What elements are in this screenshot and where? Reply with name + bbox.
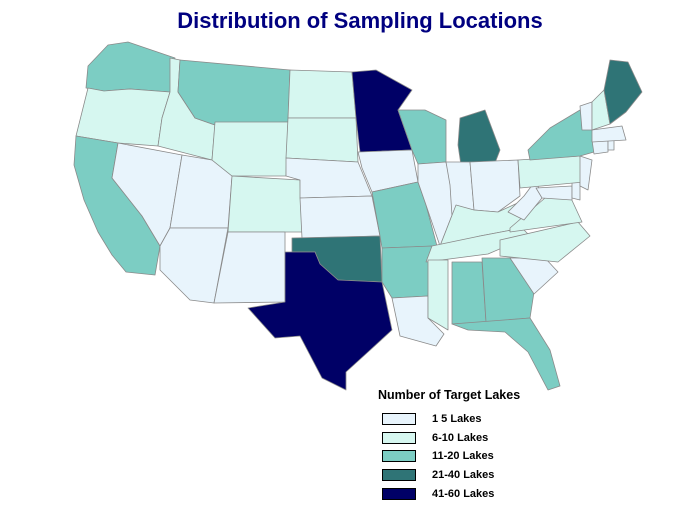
state-kansas: Kansas — [299, 195, 381, 239]
state-maine: Maine — [603, 59, 643, 125]
legend-title: Number of Target Lakes — [378, 388, 521, 402]
state-new-jersey: New Jersey — [579, 155, 593, 191]
state-maryland: Maryland — [535, 185, 573, 201]
state-wyoming: Wyoming — [211, 121, 289, 177]
legend-label: 11-20 Lakes — [432, 450, 494, 463]
state-texas: Texas — [247, 251, 393, 391]
state-arkansas: Arkansas — [381, 245, 433, 299]
state-ohio: Ohio — [469, 159, 521, 213]
legend-swatch — [382, 431, 416, 444]
legend: Number of Target Lakes 1 5 Lakes 6-10 La… — [378, 388, 598, 503]
legend-label: 1 5 Lakes — [432, 413, 482, 426]
state-washington: Washington — [85, 41, 176, 93]
legend-item: 11-20 Lakes — [378, 447, 598, 466]
legend-label: 21-40 Lakes — [432, 469, 495, 482]
state-pennsylvania: Pennsylvania — [517, 155, 585, 189]
legend-swatch — [382, 487, 416, 500]
legend-swatch — [382, 413, 416, 426]
legend-item: 21-40 Lakes — [378, 466, 598, 485]
state-north-dakota: North Dakota — [287, 69, 357, 119]
legend-swatch — [382, 469, 416, 482]
legend-label: 6-10 Lakes — [432, 431, 489, 444]
state-vermont: Vermont — [579, 101, 593, 131]
state-mississippi: Mississippi — [427, 259, 449, 331]
state-massachusetts: Massachusetts — [591, 125, 627, 143]
legend-item: 41-60 Lakes — [378, 484, 598, 503]
legend-item: 1 5 Lakes — [378, 410, 598, 429]
state-north-carolina: North Carolina — [499, 221, 591, 263]
map-title: Distribution of Sampling Locations — [177, 8, 543, 33]
legend-item: 6-10 Lakes — [378, 429, 598, 448]
state-montana: Montana — [177, 59, 291, 126]
state-virginia: Virginia — [509, 195, 583, 233]
state-south-dakota: South Dakota — [285, 117, 359, 163]
legend-label: 41-60 Lakes — [432, 487, 495, 500]
state-florida: Florida — [451, 317, 561, 391]
legend-swatch — [382, 450, 416, 463]
state-oregon: Oregon — [75, 87, 171, 147]
state-colorado: Colorado — [227, 175, 303, 233]
state-alabama: Alabama — [451, 261, 487, 325]
